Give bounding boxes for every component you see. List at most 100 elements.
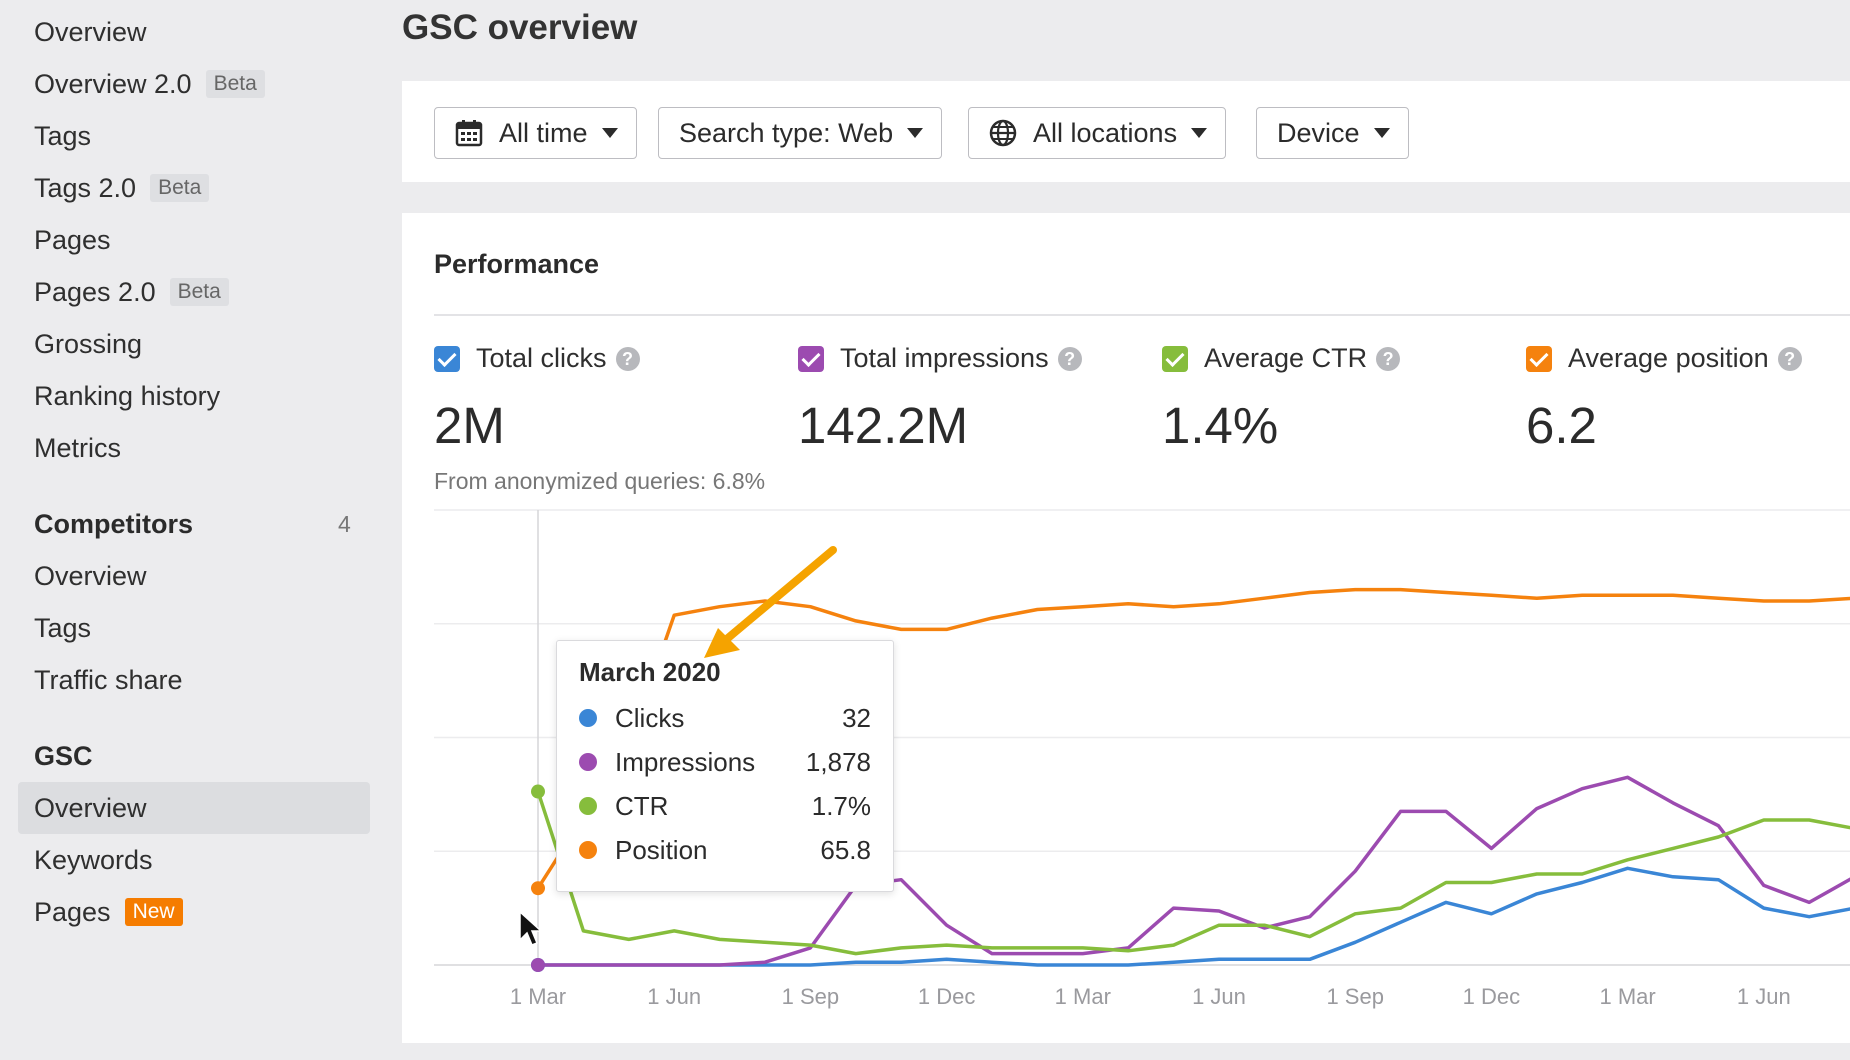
x-tick-label: 1 Jun [647,984,701,1009]
sidebar-item-competitors-tags[interactable]: Tags [34,608,91,648]
performance-title: Performance [434,249,600,279]
sidebar-item-overview-2[interactable]: Overview 2.0 Beta [34,64,265,104]
filters-panel: All time Search type: Web All locations … [402,81,1850,182]
x-tick-label: 1 Jun [1737,984,1791,1009]
series-line-impressions [538,775,1850,967]
sidebar-item-traffic-share[interactable]: Traffic share [34,660,183,700]
sidebar-item-gsc-overview[interactable]: Overview [18,782,370,834]
chevron-down-icon [601,128,618,138]
legend-dot [579,709,597,727]
competitors-count: 4 [338,510,351,537]
help-icon[interactable]: ? [1057,346,1082,371]
tooltip-label: CTR [615,790,669,821]
sidebar-item-label: Pages [34,896,111,927]
help-icon[interactable]: ? [1777,346,1802,371]
competitors-heading: Competitors [34,508,194,539]
sidebar-item-label: Metrics [34,432,121,463]
annotation-arrow [718,546,837,647]
date-range-label: All time [499,117,588,148]
tooltip-row-ctr: CTR 1.7% [579,784,871,828]
annotation-arrowhead [704,628,740,658]
tooltip-value: 1.7% [811,790,871,821]
tooltip-label: Impressions [615,746,756,777]
x-tick-label: 1 Mar [1055,984,1111,1009]
beta-badge: Beta [205,70,265,98]
x-tick-label: 1 Jun [1192,984,1246,1009]
globe-icon [989,119,1017,147]
sidebar-item-label: Grossing [34,328,143,359]
metric-label: Average position [1568,343,1769,373]
x-tick-label: 1 Mar [510,984,566,1009]
series-line-clicks [538,866,1850,967]
hover-point-ctr [531,784,545,799]
search-type-dropdown[interactable]: Search type: Web [658,107,943,159]
anonymized-note: From anonymized queries: 6.8% [434,468,766,494]
checkbox-position[interactable] [1526,345,1552,372]
sidebar-item-tags[interactable]: Tags [34,116,91,156]
metric-total-clicks: Total clicks ? 2M [434,343,640,455]
sidebar-item-label: Overview [34,16,147,47]
hover-point-position [531,881,545,896]
series-line-ctr [536,790,1850,956]
device-dropdown[interactable]: Device [1256,107,1409,159]
sidebar-item-keywords[interactable]: Keywords [34,840,153,880]
hover-point-impressions [531,958,545,972]
sidebar-item-label: Pages 2.0 [34,276,156,307]
sidebar-item-tags-2[interactable]: Tags 2.0 Beta [34,168,210,208]
metric-label: Average CTR [1204,343,1368,373]
new-badge: New [124,898,183,926]
gsc-heading: GSC [34,740,93,771]
chevron-down-icon [1191,128,1208,138]
sidebar-item-label: Overview 2.0 [34,68,192,99]
x-tick-label: 1 Dec [918,984,975,1009]
sidebar-item-pages-2[interactable]: Pages 2.0 Beta [34,272,229,312]
metric-label: Total clicks [476,343,607,373]
sidebar-item-pages[interactable]: Pages [34,220,111,260]
series-line-position [536,587,1850,890]
performance-panel: Performance Total clicks ? 2M Total impr… [402,213,1850,1043]
help-icon[interactable]: ? [615,346,640,371]
divider [434,314,1850,316]
metric-value: 6.2 [1526,397,1597,454]
metric-value: 2M [434,397,505,454]
sidebar-item-competitors-overview[interactable]: Overview [34,556,147,596]
sidebar-item-label: Traffic share [34,664,183,695]
checkbox-ctr[interactable] [1162,345,1188,372]
sidebar-item-label: Tags [34,612,92,643]
tooltip-value: 65.8 [820,834,871,865]
beta-badge: Beta [150,174,210,202]
locations-dropdown[interactable]: All locations [968,107,1227,159]
date-range-dropdown[interactable]: All time [434,107,637,159]
chevron-down-icon [907,128,924,138]
sidebar-item-label: Overview [34,792,147,823]
sidebar-item-label: Pages [34,224,111,255]
sidebar-item-label: Overview [34,560,147,591]
checkbox-clicks[interactable] [434,345,460,372]
tooltip-label: Position [615,834,708,865]
sidebar-item-grossing[interactable]: Grossing [34,324,142,364]
search-type-label: Search type: Web [679,117,894,148]
metric-value: 142.2M [798,397,969,454]
chevron-down-icon [1373,128,1390,138]
help-icon[interactable]: ? [1376,346,1401,371]
tooltip-row-impressions: Impressions 1,878 [579,740,871,784]
sidebar-item-overview[interactable]: Overview [34,12,147,52]
sidebar-item-label: Keywords [34,844,153,875]
calendar-icon [455,120,483,147]
sidebar-item-ranking-history[interactable]: Ranking history [34,376,220,416]
sidebar-item-label: Tags 2.0 [34,172,137,203]
x-tick-label: 1 Mar [1599,984,1655,1009]
beta-badge: Beta [169,278,229,306]
checkbox-impressions[interactable] [798,345,824,372]
sidebar-item-label: Ranking history [34,380,221,411]
tooltip-value: 1,878 [805,746,871,777]
legend-dot [579,753,597,771]
x-tick-label: 1 Dec [1463,984,1520,1009]
metric-total-impressions: Total impressions ? 142.2M [798,343,1082,455]
sidebar-item-gsc-pages[interactable]: Pages New [34,892,183,932]
metric-average-ctr: Average CTR ? 1.4% [1162,343,1401,455]
sidebar-item-metrics[interactable]: Metrics [34,428,121,468]
device-label: Device [1277,117,1360,148]
